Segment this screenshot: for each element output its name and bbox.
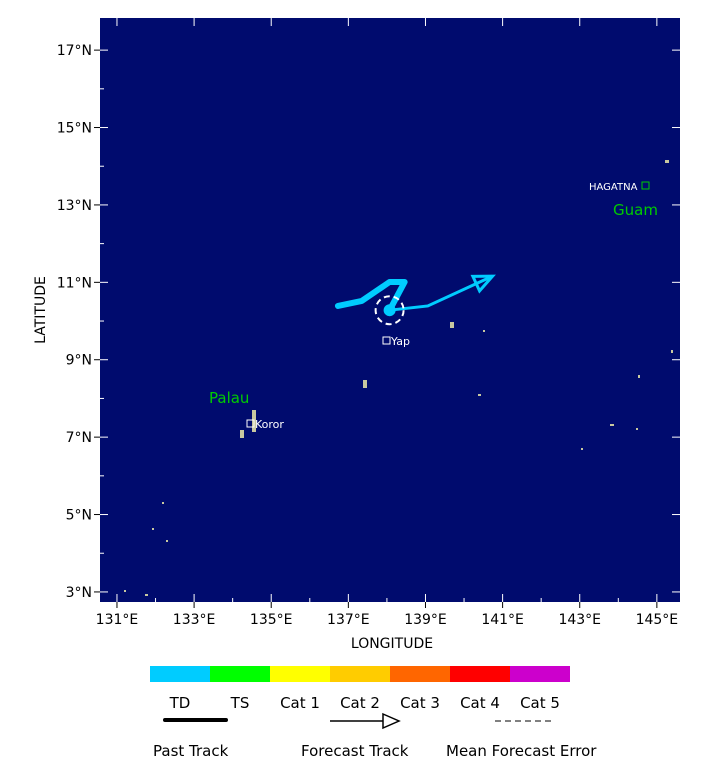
lon-tick-label: 145°E [636,612,679,628]
lat-tick-label: 11°N [57,275,92,291]
y-axis-label: LATITUDE [33,276,49,344]
lon-tick-label: 139°E [404,612,447,628]
island [240,430,244,438]
legend-color-ts [210,666,270,682]
island [610,424,614,426]
region-label-palau: Palau [209,389,249,407]
lat-tick-label: 5°N [66,508,92,524]
legend-category-label: TD [169,694,191,712]
island [483,330,485,332]
city-label-yap: Yap [390,335,410,348]
current-position-marker [383,304,396,317]
legend-past-track-label: Past Track [153,742,229,760]
island [145,594,148,596]
legend-color-cat-5 [510,666,570,682]
axis-ticks: 131°E 133°E 135°E 137°E 139°E 141°E 143°E 145°E… [57,18,680,628]
legend-category-label: Cat 3 [400,694,440,712]
legend-color-cat-2 [330,666,390,682]
legend-forecast-arrow-icon [382,712,401,730]
lon-tick-label: 131°E [96,612,139,628]
island [124,590,126,592]
lon-tick-label: 135°E [250,612,293,628]
island [152,528,154,530]
legend-color-cat-3 [390,666,450,682]
island [450,322,454,328]
legend-category-label: TS [230,694,250,712]
lat-tick-label: 9°N [66,353,92,369]
lat-tick-label: 13°N [57,198,92,214]
island [638,375,640,378]
island [581,448,583,450]
storm-track [334,274,496,326]
legend-color-cat-1 [270,666,330,682]
region-label-guam: Guam [613,201,658,219]
island [636,428,638,430]
forecast-track-line [389,274,494,312]
forecast-arrow-icon [470,274,496,294]
lon-tick-label: 141°E [481,612,524,628]
forecast-error-circle [374,295,405,326]
x-axis-label: LONGITUDE [351,636,433,652]
city-marker-hagatna [641,181,650,190]
legend-category-label: Cat 2 [340,694,380,712]
city-marker-koror [246,419,255,428]
island [665,160,669,163]
island [478,394,481,396]
legend-color-cat-4 [450,666,510,682]
past-track-line [334,278,408,314]
island [363,380,367,388]
legend-error-label: Mean Forecast Error [446,742,597,760]
island [671,350,673,353]
legend-forecast-track-label: Forecast Track [301,742,409,760]
lon-tick-label: 143°E [558,612,601,628]
island [166,540,168,542]
city-label-koror: Koror [255,418,284,431]
legend-category-label: Cat 1 [280,694,320,712]
lon-tick-label: 133°E [173,612,216,628]
lat-tick-label: 17°N [57,43,92,59]
island [162,502,164,504]
legend-category-label: Cat 4 [460,694,500,712]
city-label-hagatna: HAGATNA [589,182,638,193]
legend-category-label: Cat 5 [520,694,560,712]
lat-tick-label: 3°N [66,585,92,601]
lon-tick-label: 137°E [327,612,370,628]
legend-color-td [150,666,210,682]
city-marker-yap [382,336,391,345]
lat-tick-label: 15°N [57,121,92,137]
lat-tick-label: 7°N [66,430,92,446]
